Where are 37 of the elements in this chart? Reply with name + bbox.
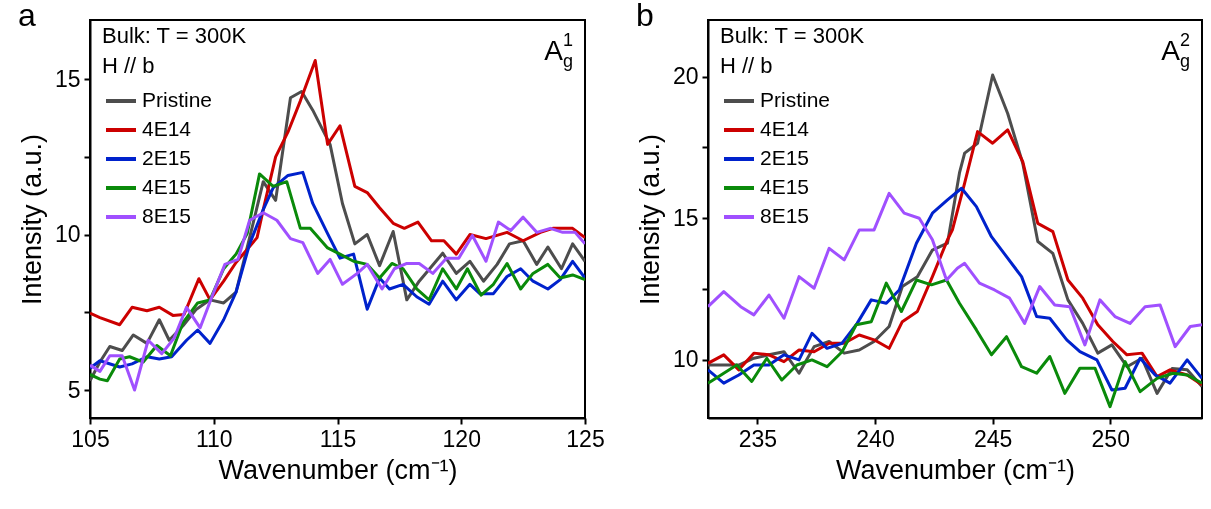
legend-label: 8E15 [760,204,810,227]
legend-label: 4E14 [142,117,192,140]
x-tick-label: 235 [738,425,778,452]
legend-label: 2E15 [760,146,810,169]
x-tick-label: 250 [1091,425,1130,452]
x-tick-label: 105 [71,425,110,452]
x-tick-label: 115 [319,425,357,452]
x-tick-label: 125 [566,425,605,452]
x-tick-label: 245 [973,425,1013,452]
annotation: Bulk: T = 300K [102,23,247,48]
line-series [90,211,585,392]
annotation: H // b [102,53,155,78]
legend-label: 4E15 [760,175,810,198]
text: a [18,0,36,33]
legend-label: Pristine [142,88,213,111]
y-axis-title: Intensity (a.u.) [634,133,665,306]
y-tick-label: 15 [672,204,699,231]
y-tick-label: 5 [67,376,81,403]
y-axis-title: Intensity (a.u.) [16,133,47,306]
legend-label: 2E15 [142,146,192,169]
y-tick-label: 10 [54,221,81,248]
legend-label: 4E15 [142,175,192,198]
legend-label: 4E14 [760,117,810,140]
y-tick-label: 10 [672,346,699,373]
line-series [708,278,1202,409]
y-tick-label: 20 [672,63,699,90]
annotation: H // b [720,53,773,78]
x-axis-title: Wavenumber (cm⁻¹) [218,454,458,485]
legend-label: Pristine [760,88,831,111]
x-axis-title: Wavenumber (cm⁻¹) [835,454,1076,485]
x-tick-label: 240 [856,425,895,452]
text: b [636,0,654,33]
x-tick-label: 120 [442,425,481,452]
x-tick-label: 110 [195,425,233,452]
annotation: Bulk: T = 300K [720,23,865,48]
y-tick-label: 15 [54,65,81,92]
legend-label: 8E15 [142,204,192,227]
